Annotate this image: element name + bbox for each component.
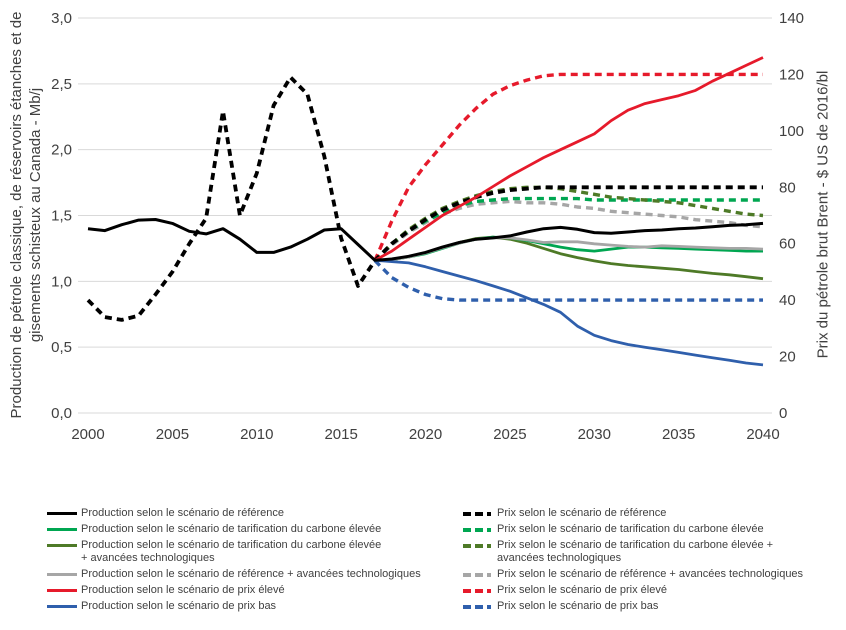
dashed-line-swatch <box>463 544 491 548</box>
legend-swatch-wrap <box>47 507 81 515</box>
legend-item: Production selon le scénario de tarifica… <box>47 539 447 565</box>
legend-item-label: Prix selon le scénario de tarification d… <box>497 539 774 564</box>
series-line-price <box>373 259 763 302</box>
legend-item: Prix selon le scénario de tarification d… <box>463 539 835 565</box>
series-line-production <box>374 56 764 262</box>
series-line-price <box>373 199 764 262</box>
series-line-production <box>374 258 764 367</box>
legend-item: Prix selon le scénario de prix bas <box>463 600 835 613</box>
left-axis-tick-label: 1,5 <box>51 208 72 225</box>
dashed-line-swatch <box>463 528 491 532</box>
legend-item: Prix selon le scénario de référence + av… <box>463 568 835 581</box>
series-line-price <box>373 196 763 262</box>
x-axis-tick-label: 2040 <box>746 426 779 443</box>
legend-swatch-wrap <box>47 523 81 531</box>
left-axis-title: Production de pétrole classique, de rése… <box>8 11 44 419</box>
x-axis-tick-label: 2010 <box>240 426 273 443</box>
x-axis-tick-label: 2030 <box>578 426 611 443</box>
legend-item: Production selon le scénario de prix éle… <box>47 584 447 597</box>
legend-swatch-wrap <box>463 600 497 609</box>
legend-item-label: Prix selon le scénario de prix élevé <box>497 584 667 596</box>
legend-item-label: Prix selon le scénario de référence <box>497 507 667 519</box>
right-axis-tick-label: 80 <box>779 179 796 196</box>
legend-item-label: Production selon le scénario de référenc… <box>81 507 285 519</box>
legend-item: Production selon le scénario de référenc… <box>47 568 447 581</box>
x-axis-tick-label: 2000 <box>71 426 104 443</box>
right-axis-tick-label: 120 <box>779 66 804 83</box>
solid-line-swatch <box>47 573 77 576</box>
legend-production-column: Production selon le scénario de référenc… <box>47 507 447 616</box>
right-axis-tick-label: 60 <box>779 236 796 253</box>
legend-swatch-wrap <box>47 600 81 608</box>
legend-item: Prix selon le scénario de prix élevé <box>463 584 835 597</box>
legend-item: Prix selon le scénario de référence <box>463 507 835 520</box>
legend-item: Prix selon le scénario de tarification d… <box>463 523 835 536</box>
right-axis-tick-label: 40 <box>779 292 796 309</box>
legend-swatch-wrap <box>463 539 497 548</box>
legend-item: Production selon le scénario de tarifica… <box>47 523 447 536</box>
legend-swatch-wrap <box>47 568 81 576</box>
legend-swatch-wrap <box>47 539 81 547</box>
solid-line-swatch <box>47 605 77 608</box>
series-line-price <box>86 75 763 322</box>
dashed-line-swatch <box>463 589 491 593</box>
x-axis-tick-label: 2025 <box>493 426 526 443</box>
right-axis-tick-label: 0 <box>779 405 787 422</box>
chart-plot-area: 0,00,51,01,52,02,53,00204060801001201402… <box>51 10 804 443</box>
series-line-production <box>87 218 764 262</box>
legend-item-label: Production selon le scénario de tarifica… <box>81 523 382 535</box>
x-axis-tick-label: 2035 <box>662 426 695 443</box>
legend-item: Production selon le scénario de référenc… <box>47 507 447 520</box>
legend-swatch-wrap <box>463 584 497 593</box>
right-axis-tick-label: 100 <box>779 123 804 140</box>
x-axis-tick-label: 2005 <box>156 426 189 443</box>
legend-item-label: Prix selon le scénario de tarification d… <box>497 523 764 535</box>
solid-line-swatch <box>47 512 77 515</box>
legend-swatch-wrap <box>463 523 497 532</box>
legend-swatch-wrap <box>463 568 497 577</box>
x-axis-tick-label: 2020 <box>409 426 442 443</box>
right-axis-tick-label: 140 <box>779 10 804 27</box>
legend-swatch-wrap <box>463 507 497 516</box>
legend-item-label: Production selon le scénario de prix éle… <box>81 584 285 596</box>
left-axis-tick-label: 1,0 <box>51 273 72 290</box>
series-line-production <box>374 235 764 281</box>
dashed-line-swatch <box>463 605 491 609</box>
left-axis-tick-label: 2,0 <box>51 142 72 159</box>
solid-line-swatch <box>47 528 77 531</box>
right-axis-title: Prix du pétrole brut Brent - $ US de 201… <box>814 70 832 359</box>
right-axis-tick-label: 20 <box>779 349 796 366</box>
legend-item-label: Prix selon le scénario de prix bas <box>497 600 659 612</box>
legend-item-label: Production selon le scénario de prix bas <box>81 600 277 612</box>
legend-price-column: Prix selon le scénario de référence Prix … <box>463 507 835 616</box>
legend-item-label: Production selon le scénario de tarifica… <box>81 539 382 564</box>
dashed-line-swatch <box>463 512 491 516</box>
x-axis-tick-label: 2015 <box>324 426 357 443</box>
solid-line-swatch <box>47 544 77 547</box>
left-axis-tick-label: 2,5 <box>51 76 72 93</box>
left-axis-tick-label: 0,5 <box>51 339 72 356</box>
solid-line-swatch <box>47 589 77 592</box>
legend-item-label: Prix selon le scénario de référence + av… <box>497 568 804 580</box>
legend-item: Production selon le scénario de prix bas <box>47 600 447 613</box>
series-line-price <box>373 72 763 262</box>
legend-swatch-wrap <box>47 584 81 592</box>
legend-item-label: Production selon le scénario de référenc… <box>81 568 421 580</box>
left-axis-tick-label: 0,0 <box>51 405 72 422</box>
dashed-line-swatch <box>463 573 491 577</box>
left-axis-tick-label: 3,0 <box>51 10 72 27</box>
